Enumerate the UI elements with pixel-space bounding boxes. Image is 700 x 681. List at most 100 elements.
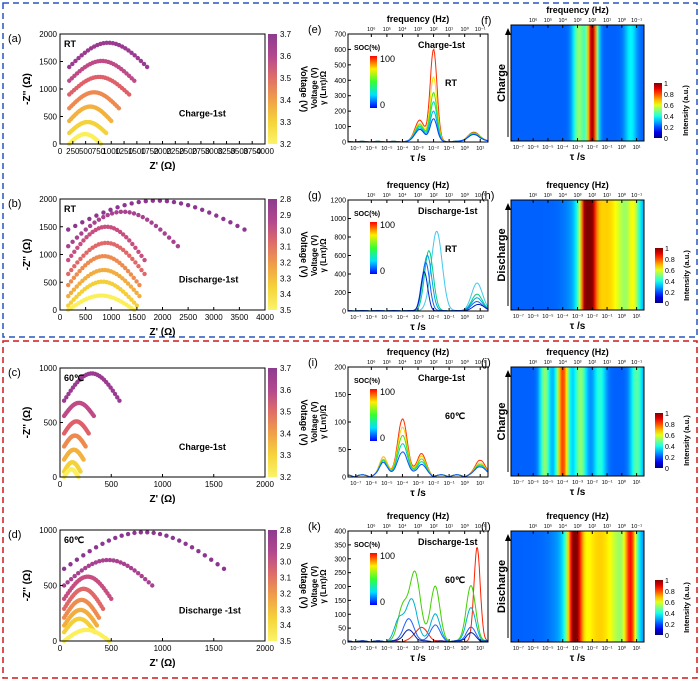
top-tick-label: 10⁴	[558, 359, 567, 366]
nyquist-series	[61, 574, 114, 602]
condition-label: RT	[64, 39, 76, 49]
data-point	[139, 267, 144, 273]
x-tick-label: 10⁻⁶	[528, 645, 539, 652]
soc-colorbar	[370, 56, 377, 108]
x-tick-label: 10⁻⁶	[366, 314, 377, 321]
data-point	[109, 211, 115, 216]
x-tick-label: 10⁻²	[428, 315, 439, 321]
data-point	[170, 535, 176, 541]
data-point	[100, 606, 106, 612]
colorbar-tick-label: 0.2	[665, 622, 675, 629]
y-tick-label: 0	[342, 309, 346, 316]
data-point	[117, 245, 123, 250]
x-tick-label: 10¹	[633, 314, 641, 320]
data-point	[242, 227, 247, 232]
data-point	[146, 580, 151, 585]
x-tick-label: 500	[105, 644, 119, 653]
colorbar	[268, 530, 277, 641]
y-tick-label: 800	[334, 235, 346, 242]
x-tick-label: 10⁻²	[587, 314, 598, 320]
y-tick-label: 600	[334, 47, 346, 54]
condition-label: 60℃	[445, 575, 465, 585]
colorbar-tick-label: 3.7	[280, 364, 292, 373]
frame-60c	[2, 340, 698, 679]
panel-label: (h)	[481, 190, 494, 202]
data-point	[162, 231, 167, 236]
drt-series-line	[347, 75, 489, 143]
data-point	[120, 263, 125, 268]
data-point	[177, 538, 182, 543]
data-point	[125, 531, 131, 537]
data-point	[66, 243, 71, 249]
x-tick-label: 10⁻⁷	[513, 144, 524, 151]
data-point	[72, 573, 77, 579]
colorbar-tick-label: 0.8	[665, 257, 675, 264]
colorbar-tick-label: 3.3	[280, 605, 292, 614]
data-point	[221, 216, 226, 222]
top-tick-label: 10¹	[445, 524, 453, 530]
data-point	[66, 293, 71, 299]
data-point	[192, 205, 198, 210]
top-tick-label: 10⁴	[558, 17, 567, 24]
colorbar-tick-label: 0.6	[665, 600, 675, 607]
colorbar-label: Intensity (a.u.)	[682, 415, 691, 466]
data-point	[79, 568, 84, 573]
data-point	[164, 198, 170, 204]
colorbar-tick-label: 3.1	[280, 243, 292, 252]
data-point	[111, 558, 116, 563]
y-tick-label: 200	[334, 584, 346, 591]
data-point	[71, 297, 76, 302]
data-point	[117, 229, 123, 235]
y-tick-label: 250	[334, 570, 346, 577]
data-point	[61, 398, 67, 403]
x-tick-label: 10⁻³	[572, 145, 583, 151]
soc-colorbar	[370, 389, 377, 441]
data-point	[97, 559, 102, 564]
x-tick-label: 10⁻²	[587, 646, 598, 652]
soc-colorbar-tick: 0	[380, 266, 385, 276]
data-point	[207, 210, 212, 215]
top-tick-label: 10³	[414, 360, 422, 366]
data-point	[74, 294, 79, 299]
data-point	[125, 563, 130, 569]
nyquist-series	[66, 209, 181, 249]
top-tick-label: 10²	[430, 193, 438, 199]
x-axis-label: τ /s	[570, 152, 586, 163]
x-tick-label: 4000	[256, 313, 274, 322]
top-tick-label: 10⁰	[461, 192, 470, 199]
data-point	[78, 256, 83, 262]
x-axis-label: τ /s	[410, 653, 426, 664]
x-tick-label: 10⁻⁴	[397, 145, 409, 152]
x-tick-label: 10⁻⁷	[350, 314, 361, 321]
top-tick-label: 10⁴	[398, 192, 407, 199]
data-point	[131, 300, 137, 305]
data-point	[109, 596, 114, 602]
nyquist-series	[61, 419, 91, 436]
top-tick-label: 10⁰	[618, 523, 627, 530]
data-point	[132, 53, 137, 58]
x-tick-label: 2500	[179, 313, 197, 322]
data-point	[235, 223, 240, 229]
top-tick-label: 10¹	[445, 360, 453, 366]
nyquist-series	[66, 240, 147, 277]
x-tick-label: 1500	[205, 480, 223, 489]
x-tick-label: 10⁻¹	[602, 480, 613, 486]
data-point	[68, 300, 74, 305]
colorbar-tick-label: 0	[665, 301, 669, 308]
top-tick-label: 10¹	[603, 524, 611, 530]
data-point	[131, 275, 136, 281]
y-tick-label: 300	[334, 556, 346, 563]
x-tick-label: 10⁻³	[413, 146, 424, 152]
y-tick-label: 500	[44, 278, 58, 287]
colorbar-tick-label: 3.4	[280, 429, 292, 438]
top-tick-label: 10³	[414, 27, 422, 33]
x-tick-label: 10⁻⁷	[350, 480, 361, 487]
data-point	[144, 64, 150, 70]
top-tick-label: 10¹	[445, 193, 453, 199]
x-tick-label: 10⁻⁵	[542, 313, 553, 320]
soc-colorbar	[370, 222, 377, 274]
nyquist-series	[66, 267, 142, 299]
nyquist-series	[67, 104, 114, 124]
x-tick-label: 10⁰	[618, 313, 627, 320]
x-tick-label: 10⁻⁵	[542, 645, 553, 652]
